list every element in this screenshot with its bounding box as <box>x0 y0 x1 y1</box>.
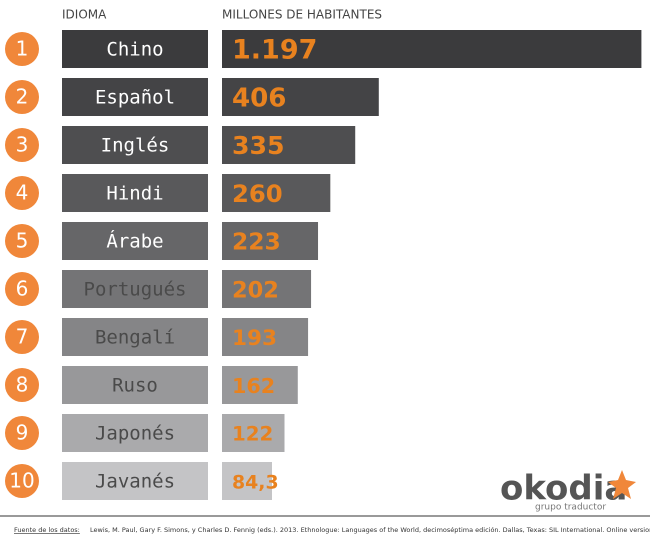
rank-badge <box>5 368 39 402</box>
rank-badge <box>5 32 39 66</box>
category-label: Inglés <box>101 135 170 157</box>
value-label: 193 <box>232 326 277 351</box>
bar <box>222 174 331 212</box>
value-label: 162 <box>232 374 275 398</box>
category-box <box>62 222 208 260</box>
bar <box>222 462 272 500</box>
category-label: Javanés <box>95 471 175 493</box>
rank-label: 5 <box>16 229 29 253</box>
category-label: Árabe <box>106 230 163 253</box>
bar <box>222 270 312 308</box>
category-box <box>62 78 208 116</box>
rank-badge <box>5 224 39 258</box>
rank-label: 3 <box>16 133 29 157</box>
category-box <box>62 462 208 500</box>
category-box <box>62 126 208 164</box>
rank-badge <box>5 128 39 162</box>
value-label: 260 <box>232 179 283 208</box>
rank-label: 7 <box>16 325 29 349</box>
category-label: Japonés <box>95 423 175 445</box>
category-box <box>62 174 208 212</box>
value-label: 223 <box>232 228 281 256</box>
category-box <box>62 270 208 308</box>
category-label: Hindi <box>106 183 163 205</box>
bar <box>222 222 319 260</box>
logo-name: okodia <box>500 469 627 509</box>
logo-star <box>608 470 636 499</box>
source-text: Lewis, M. Paul, Gary F. Simons, y Charle… <box>90 526 650 534</box>
logo: okodia grupo traductor <box>500 469 636 513</box>
category-header: IDIOMA <box>62 8 107 22</box>
rank-label: 4 <box>16 181 29 205</box>
category-label: Ruso <box>112 375 158 397</box>
rank-badge <box>5 320 39 354</box>
category-label: Español <box>95 87 175 109</box>
value-label: 335 <box>232 131 285 160</box>
category-box <box>62 30 208 68</box>
value-label: 122 <box>232 423 273 446</box>
rank-label: 10 <box>9 469 34 493</box>
category-box <box>62 366 208 404</box>
bar <box>222 126 356 164</box>
category-box <box>62 318 208 356</box>
bar <box>222 30 642 68</box>
rank-badge <box>5 80 39 114</box>
rank-label: 9 <box>16 421 29 445</box>
category-label: Portugués <box>84 279 187 301</box>
value-label: 406 <box>232 84 286 114</box>
bar <box>222 78 379 116</box>
source-label: Fuente de los datos: <box>14 526 80 534</box>
rank-badge <box>5 272 39 306</box>
rank-label: 8 <box>16 373 29 397</box>
bar <box>222 366 298 404</box>
logo-tagline: grupo traductor <box>535 503 606 513</box>
category-label: Bengalí <box>95 327 175 349</box>
value-label: 84,3 <box>232 472 279 494</box>
value-label: 202 <box>232 278 279 304</box>
category-box <box>62 414 208 452</box>
rank-badge <box>5 416 39 450</box>
rank-label: 6 <box>16 277 29 301</box>
value-label: 1.197 <box>232 35 317 66</box>
rank-label: 1 <box>16 37 29 61</box>
category-label: Chino <box>106 39 163 61</box>
value-header: MILLONES DE HABITANTES <box>222 8 382 22</box>
bar <box>222 414 285 452</box>
bar <box>222 318 309 356</box>
rank-label: 2 <box>16 85 29 109</box>
rank-badge <box>5 464 39 498</box>
rank-badge <box>5 176 39 210</box>
